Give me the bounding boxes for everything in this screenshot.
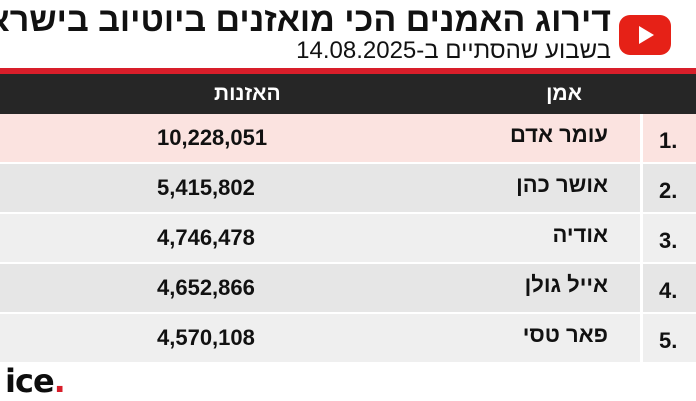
column-header-listens: האזנות [214,82,281,105]
column-header-artist: אמן [546,82,582,105]
artist-name: עומר אדם [509,122,608,147]
brand-logo-text: ice [5,362,55,400]
table-row: 5. פאר טסי 4,570,108 [0,314,696,362]
table-row: 1. עומר אדם 10,228,051 [0,114,696,162]
rank-cell-background [643,114,696,162]
brand-logo-dot: . [53,362,66,400]
header-divider [0,68,696,74]
chart-header: דירוג האמנים הכי מואזנים ביוטיוב בישראל … [0,0,696,68]
listens-value: 10,228,051 [157,125,268,150]
artist-name: אושר כהן [516,172,608,197]
artist-name: אייל גולן [524,272,608,297]
artist-name: פאר טסי [522,322,608,347]
listens-value: 4,570,108 [157,325,255,350]
row-background [0,264,640,312]
rank-cell-background [643,164,696,212]
brand-logo: ice. [5,362,66,400]
rank-label: 4. [659,278,678,303]
table-row: 4. אייל גולן 4,652,866 [0,264,696,312]
artist-name: אודיה [552,222,608,247]
rank-label: 1. [659,128,678,153]
row-background [0,314,640,362]
chart-title: דירוג האמנים הכי מואזנים ביוטיוב בישראל [0,1,611,39]
table-row: 3. אודיה 4,746,478 [0,214,696,262]
rank-cell-background [643,214,696,262]
listens-value: 4,746,478 [157,225,255,250]
rank-label: 5. [659,328,678,353]
row-background [0,214,640,262]
row-background [0,164,640,212]
listens-value: 5,415,802 [157,175,255,200]
rank-cell-background [643,314,696,362]
listens-value: 4,652,866 [157,275,255,300]
rank-label: 3. [659,228,678,253]
table-header: אמן האזנות [0,74,696,114]
row-background [0,114,640,162]
table-row: 2. אושר כהן 5,415,802 [0,164,696,212]
youtube-play-icon [619,15,671,55]
rank-cell-background [643,264,696,312]
rank-label: 2. [659,178,678,203]
chart-subtitle: בשבוע שהסתיים ב-14.08.2025 [296,37,611,64]
